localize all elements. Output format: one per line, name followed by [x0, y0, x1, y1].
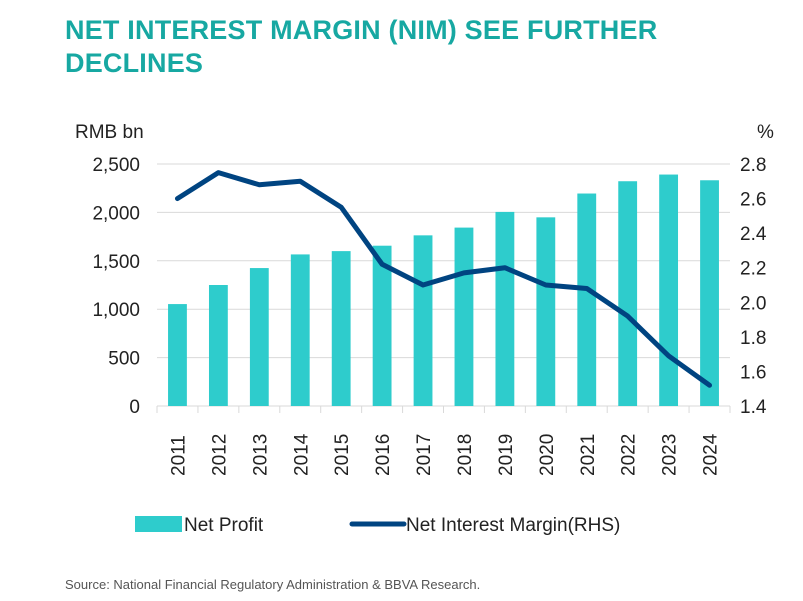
right-tick-label: 2.8: [740, 155, 766, 176]
x-tick-label: 2019: [496, 434, 517, 476]
x-tick-label: 2022: [619, 434, 640, 476]
left-axis-label: RMB bn: [75, 122, 144, 143]
bar-2022: [618, 181, 638, 406]
left-tick-label: 500: [108, 349, 140, 370]
chart-title: NET INTEREST MARGIN (NIM) SEE FURTHER DE…: [65, 15, 658, 78]
right-tick-label: 1.8: [740, 328, 766, 349]
bar-2012: [208, 285, 228, 406]
bar-2018: [454, 227, 474, 406]
x-tick-label: 2018: [455, 434, 476, 476]
left-tick-label: 2,500: [92, 155, 140, 176]
bar-2021: [577, 193, 597, 406]
right-tick-label: 2.4: [740, 224, 767, 245]
x-tick-label: 2015: [332, 434, 353, 476]
right-tick-label: 2.2: [740, 259, 766, 280]
bar-2014: [290, 254, 310, 406]
bar-2019: [495, 211, 515, 406]
left-tick-label: 0: [129, 397, 140, 418]
x-tick-label: 2020: [537, 434, 558, 476]
bar-2024: [700, 180, 719, 406]
x-tick-label: 2013: [250, 434, 271, 476]
x-tick-label: 2014: [291, 433, 312, 476]
x-tick-label: 2024: [701, 433, 722, 476]
bar-2023: [659, 174, 679, 406]
right-tick-label: 1.6: [740, 362, 766, 383]
x-tick-label: 2012: [209, 434, 230, 476]
bar-2017: [413, 235, 433, 406]
x-tick-label: 2023: [660, 434, 681, 476]
bar-2015: [331, 251, 351, 406]
left-tick-label: 2,000: [92, 203, 140, 224]
x-tick-label: 2017: [414, 434, 435, 476]
bar-2011: [168, 304, 187, 406]
right-tick-label: 2.6: [740, 190, 766, 211]
right-axis-label: %: [757, 122, 774, 143]
bar-2020: [536, 217, 556, 406]
x-tick-label: 2016: [373, 434, 394, 476]
bar-2013: [249, 268, 269, 406]
left-tick-label: 1,500: [92, 252, 140, 273]
right-tick-label: 2.0: [740, 293, 766, 314]
source-note: Source: National Financial Regulatory Ad…: [65, 577, 481, 592]
legend-swatch-net-profit: [135, 516, 182, 532]
bar-2016: [372, 245, 392, 406]
x-tick-label: 2021: [578, 434, 599, 476]
nim-line: [174, 170, 713, 388]
legend-label-net-profit: Net Profit: [184, 515, 264, 536]
x-tick-label: 2011: [168, 435, 189, 476]
right-tick-label: 1.4: [740, 397, 767, 418]
left-tick-label: 1,000: [92, 300, 140, 321]
legend-label-nim: Net Interest Margin(RHS): [406, 515, 620, 536]
